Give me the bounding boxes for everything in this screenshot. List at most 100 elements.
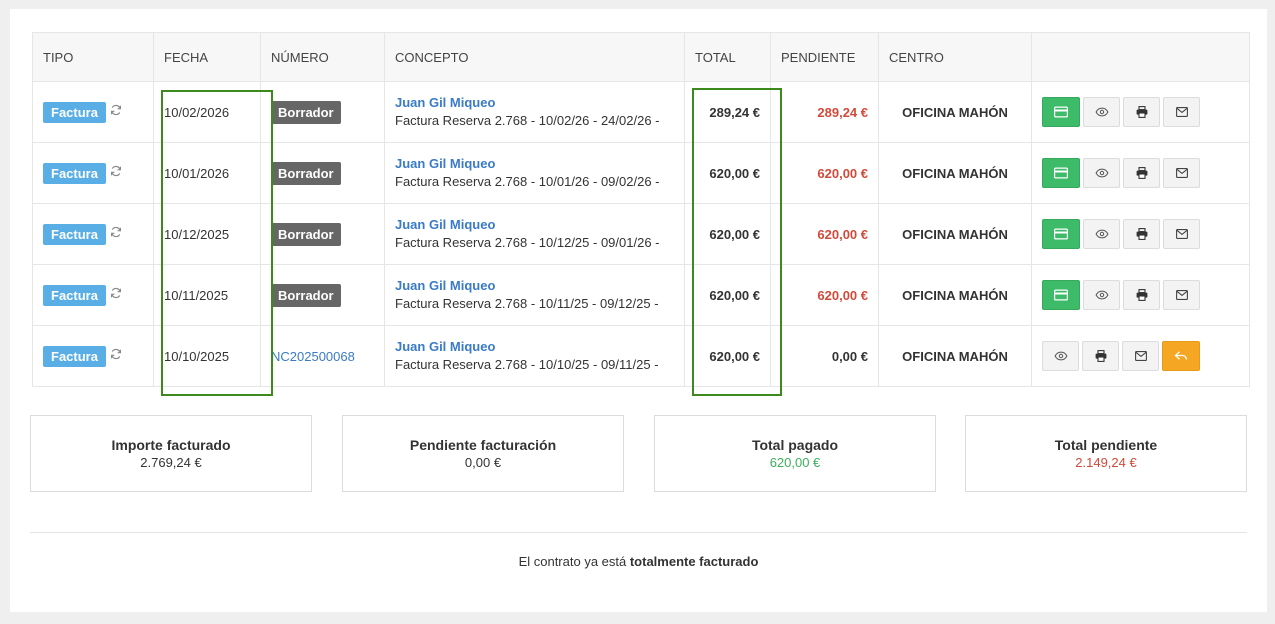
invoice-number-link[interactable]: NC202500068	[271, 348, 355, 364]
pay-button[interactable]	[1042, 219, 1080, 249]
summary-card: Total pendiente 2.149,24 €	[965, 415, 1247, 492]
client-link[interactable]: Juan Gil Miqueo	[395, 156, 496, 171]
factura-badge[interactable]: Factura	[43, 223, 106, 245]
total-cell: 620,00 €	[684, 325, 771, 387]
sync-icon	[110, 104, 122, 119]
summary-value: 620,00 €	[769, 455, 821, 470]
col-tipo: TIPO	[32, 32, 154, 82]
pendiente-cell: 620,00 €	[770, 203, 879, 265]
pay-button[interactable]	[1042, 280, 1080, 310]
fecha-cell: 10/01/2026	[153, 142, 261, 204]
table-row: Factura 10/12/2025 Borrador Juan Gil Miqueo…	[32, 203, 1250, 265]
col-concepto: CONCEPTO	[384, 32, 685, 82]
actions-cell	[1031, 142, 1250, 204]
divider	[30, 532, 1247, 533]
pay-button[interactable]	[1042, 97, 1080, 127]
sync-icon	[110, 165, 122, 180]
view-button[interactable]	[1083, 280, 1120, 310]
numero-cell: Borrador	[260, 142, 385, 204]
status-emphasis: totalmente facturado	[629, 554, 759, 569]
concept-text: Factura Reserva 2.768 - 10/01/26 - 09/02…	[395, 174, 660, 189]
total-cell: 289,24 €	[684, 81, 771, 143]
tipo-cell: Factura	[32, 203, 154, 265]
actions-cell	[1031, 81, 1250, 143]
factura-badge[interactable]: Factura	[43, 101, 106, 123]
table-row: Factura 10/02/2026 Borrador Juan Gil Miqueo…	[32, 81, 1250, 143]
concepto-cell: Juan Gil Miqueo Factura Reserva 2.768 - 1…	[384, 81, 685, 143]
summary-value: 0,00 €	[464, 455, 502, 470]
total-cell: 620,00 €	[684, 264, 771, 326]
table-row: Factura 10/10/2025 NC202500068 Juan Gil Miq…	[32, 325, 1250, 387]
tipo-cell: Factura	[32, 81, 154, 143]
fecha-cell: 10/02/2026	[153, 81, 261, 143]
sync-icon	[110, 287, 122, 302]
concepto-cell: Juan Gil Miqueo Factura Reserva 2.768 - 1…	[384, 203, 685, 265]
centro-cell: OFICINA MAHÓN	[878, 81, 1032, 143]
numero-cell: Borrador	[260, 81, 385, 143]
pendiente-cell: 620,00 €	[770, 142, 879, 204]
draft-badge: Borrador	[271, 161, 341, 185]
fecha-cell: 10/12/2025	[153, 203, 261, 265]
concept-text: Factura Reserva 2.768 - 10/11/25 - 09/12…	[395, 296, 659, 311]
table-row: Factura 10/01/2026 Borrador Juan Gil Miqueo…	[32, 142, 1250, 204]
tipo-cell: Factura	[32, 264, 154, 326]
concepto-cell: Juan Gil Miqueo Factura Reserva 2.768 - 1…	[384, 264, 685, 326]
view-button[interactable]	[1083, 158, 1120, 188]
col-centro: CENTRO	[878, 32, 1032, 82]
email-button[interactable]	[1122, 341, 1159, 371]
print-button[interactable]	[1123, 280, 1160, 310]
tipo-cell: Factura	[32, 325, 154, 387]
return-button[interactable]	[1162, 341, 1200, 371]
table-row: Factura 10/11/2025 Borrador Juan Gil Miqueo…	[32, 264, 1250, 326]
pendiente-cell: 289,24 €	[770, 81, 879, 143]
factura-badge[interactable]: Factura	[43, 284, 106, 306]
client-link[interactable]: Juan Gil Miqueo	[395, 278, 496, 293]
print-button[interactable]	[1082, 341, 1119, 371]
col-actions	[1031, 32, 1250, 82]
col-numero: NÚMERO	[260, 32, 385, 82]
invoices-table: TIPO FECHA NÚMERO CONCEPTO TOTAL PENDIEN…	[32, 32, 1250, 387]
draft-badge: Borrador	[271, 222, 341, 246]
factura-badge[interactable]: Factura	[43, 162, 106, 184]
email-button[interactable]	[1163, 97, 1200, 127]
concept-text: Factura Reserva 2.768 - 10/12/25 - 09/01…	[395, 235, 660, 250]
summary-label: Total pendiente	[1054, 437, 1158, 453]
print-button[interactable]	[1123, 158, 1160, 188]
client-link[interactable]: Juan Gil Miqueo	[395, 217, 496, 232]
print-button[interactable]	[1123, 219, 1160, 249]
centro-cell: OFICINA MAHÓN	[878, 264, 1032, 326]
tipo-cell: Factura	[32, 142, 154, 204]
col-fecha: FECHA	[153, 32, 261, 82]
client-link[interactable]: Juan Gil Miqueo	[395, 95, 496, 110]
pendiente-cell: 0,00 €	[770, 325, 879, 387]
fecha-cell: 10/10/2025	[153, 325, 261, 387]
concept-text: Factura Reserva 2.768 - 10/02/26 - 24/02…	[395, 113, 660, 128]
centro-cell: OFICINA MAHÓN	[878, 203, 1032, 265]
factura-badge[interactable]: Factura	[43, 345, 106, 367]
numero-cell: Borrador	[260, 203, 385, 265]
actions-cell	[1031, 203, 1250, 265]
col-total: TOTAL	[684, 32, 771, 82]
email-button[interactable]	[1163, 219, 1200, 249]
client-link[interactable]: Juan Gil Miqueo	[395, 339, 496, 354]
email-button[interactable]	[1163, 280, 1200, 310]
contract-status-message: El contrato ya está totalmente facturado	[30, 554, 1247, 569]
sync-icon	[110, 226, 122, 241]
print-button[interactable]	[1123, 97, 1160, 127]
draft-badge: Borrador	[271, 100, 341, 124]
view-button[interactable]	[1083, 219, 1120, 249]
view-button[interactable]	[1042, 341, 1079, 371]
actions-cell	[1031, 264, 1250, 326]
col-pendiente: PENDIENTE	[770, 32, 879, 82]
pay-button[interactable]	[1042, 158, 1080, 188]
total-cell: 620,00 €	[684, 142, 771, 204]
centro-cell: OFICINA MAHÓN	[878, 142, 1032, 204]
concepto-cell: Juan Gil Miqueo Factura Reserva 2.768 - 1…	[384, 142, 685, 204]
view-button[interactable]	[1083, 97, 1120, 127]
fecha-cell: 10/11/2025	[153, 264, 261, 326]
sync-icon	[110, 348, 122, 363]
email-button[interactable]	[1163, 158, 1200, 188]
concepto-cell: Juan Gil Miqueo Factura Reserva 2.768 - 1…	[384, 325, 685, 387]
summary-card: Importe facturado 2.769,24 €	[30, 415, 312, 492]
summary-card: Total pagado 620,00 €	[654, 415, 936, 492]
